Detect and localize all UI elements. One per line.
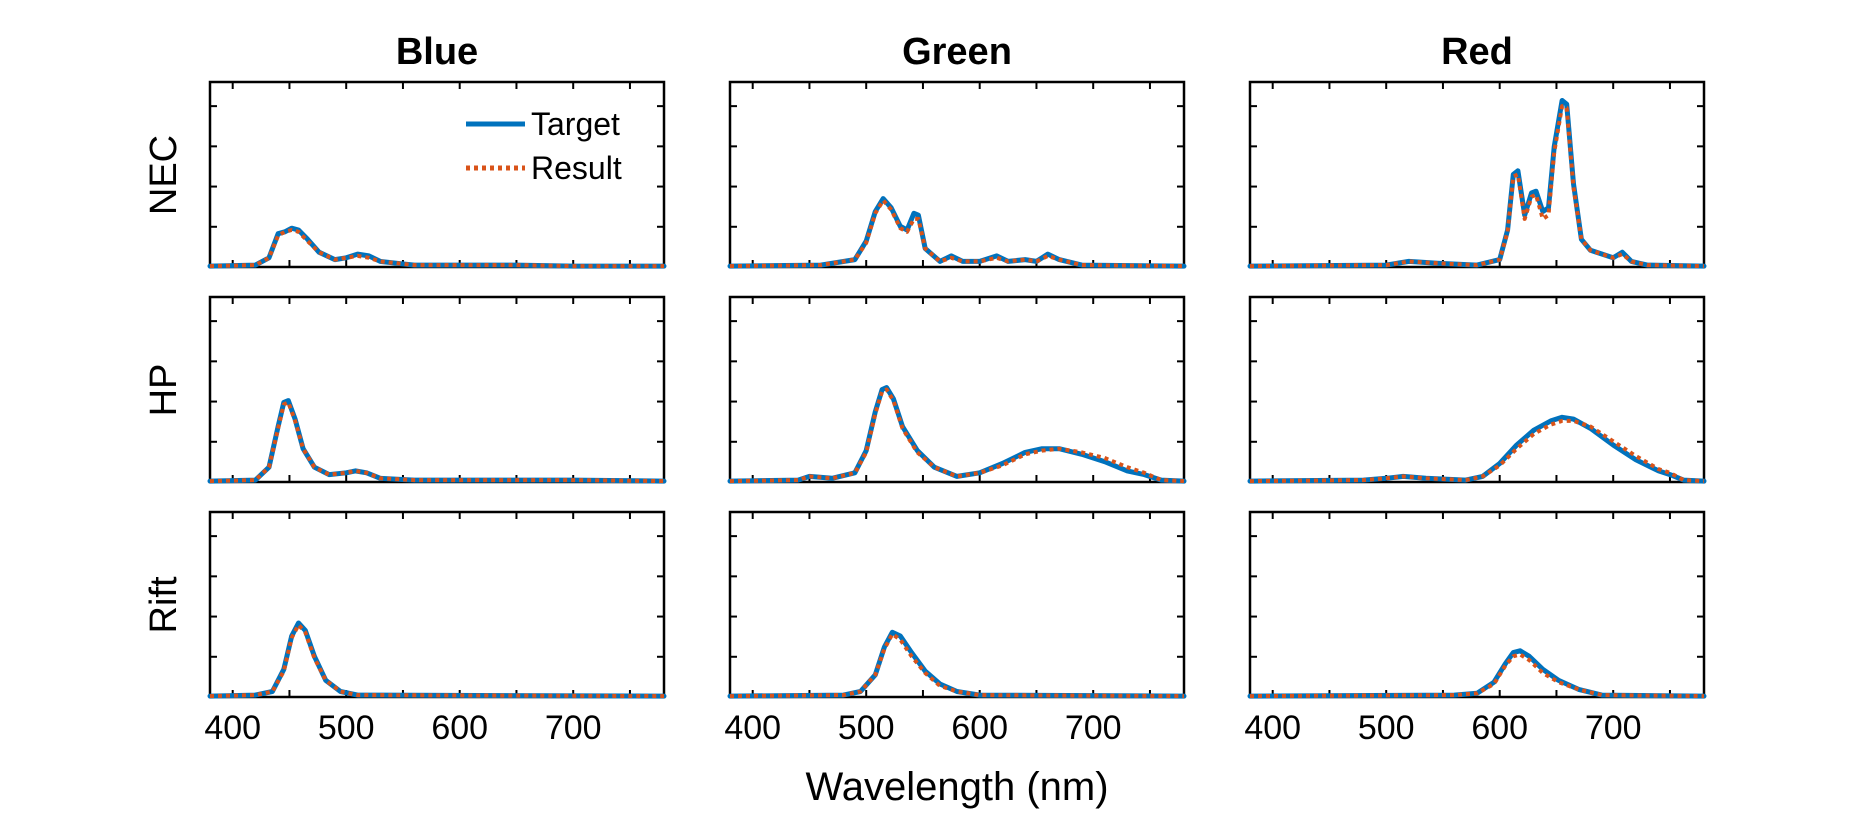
x-tick-label-400: 400 [1244, 709, 1301, 747]
series-result-rift-red [1249, 652, 1705, 699]
row-label-hp: HP [143, 364, 185, 417]
x-axis-label: Wavelength (nm) [805, 765, 1108, 809]
legend-result-label: Result [531, 150, 622, 186]
x-tick-label-700: 700 [545, 709, 602, 747]
panel-nec-red [1247, 80, 1707, 269]
panel-frame-rift-blue [208, 510, 666, 699]
panel-frame-rift-red [1248, 510, 1706, 699]
column-title-red: Red [1441, 31, 1513, 73]
column-title-blue: Blue [396, 31, 478, 73]
panel-frame-hp-red [1248, 295, 1706, 484]
series-result-hp-blue [209, 400, 665, 484]
row-label-rift: Rift [143, 576, 185, 633]
x-tick-label-700: 700 [1065, 709, 1122, 747]
panel-rift-blue: 400 500 600 700 [204, 510, 667, 747]
series-target-rift-green [727, 629, 1187, 699]
x-tick-label-500: 500 [838, 709, 895, 747]
panel-hp-red [1247, 295, 1707, 484]
x-tick-label-500: 500 [1358, 709, 1415, 747]
series-target-rift-blue [207, 620, 667, 699]
panel-rift-green: 400 500 600 700 [724, 510, 1187, 747]
row-label-nec: NEC [143, 135, 185, 215]
x-tick-label-700: 700 [1585, 709, 1642, 747]
x-tick-label-500: 500 [318, 709, 375, 747]
panel-frame-nec-red [1248, 80, 1706, 269]
series-target-rift-red [1247, 648, 1707, 699]
panel-nec-green [727, 80, 1187, 269]
x-tick-label-400: 400 [204, 709, 261, 747]
series-target-nec-red [1247, 98, 1707, 269]
panel-hp-blue [207, 295, 667, 484]
panel-frame-hp-blue [208, 295, 666, 484]
panel-nec-blue [207, 80, 667, 269]
column-title-green: Green [902, 31, 1012, 73]
series-result-nec-red [1249, 104, 1705, 269]
series-target-hp-green [727, 385, 1187, 484]
panel-rift-red: 400 500 600 700 [1244, 510, 1707, 747]
panel-frame-hp-green [728, 295, 1186, 484]
panel-frame-nec-green [728, 80, 1186, 269]
series-target-nec-blue [207, 225, 667, 269]
x-tick-label-600: 600 [1471, 709, 1528, 747]
panel-grid: 400 500 600 700 400 500 600 700 400 500 600 700 [204, 80, 1707, 747]
x-tick-label-600: 600 [431, 709, 488, 747]
panel-frame-rift-green [728, 510, 1186, 699]
legend: Target Result [466, 106, 622, 186]
series-target-hp-blue [207, 398, 667, 484]
series-result-nec-green [729, 198, 1185, 269]
legend-target-label: Target [531, 106, 620, 142]
series-target-hp-red [1247, 414, 1707, 484]
series-result-hp-red [1249, 418, 1705, 484]
panel-hp-green [727, 295, 1187, 484]
x-tick-label-400: 400 [724, 709, 781, 747]
series-target-nec-green [727, 196, 1187, 269]
series-result-rift-green [729, 632, 1185, 699]
x-tick-label-600: 600 [951, 709, 1008, 747]
series-result-rift-blue [209, 622, 665, 699]
